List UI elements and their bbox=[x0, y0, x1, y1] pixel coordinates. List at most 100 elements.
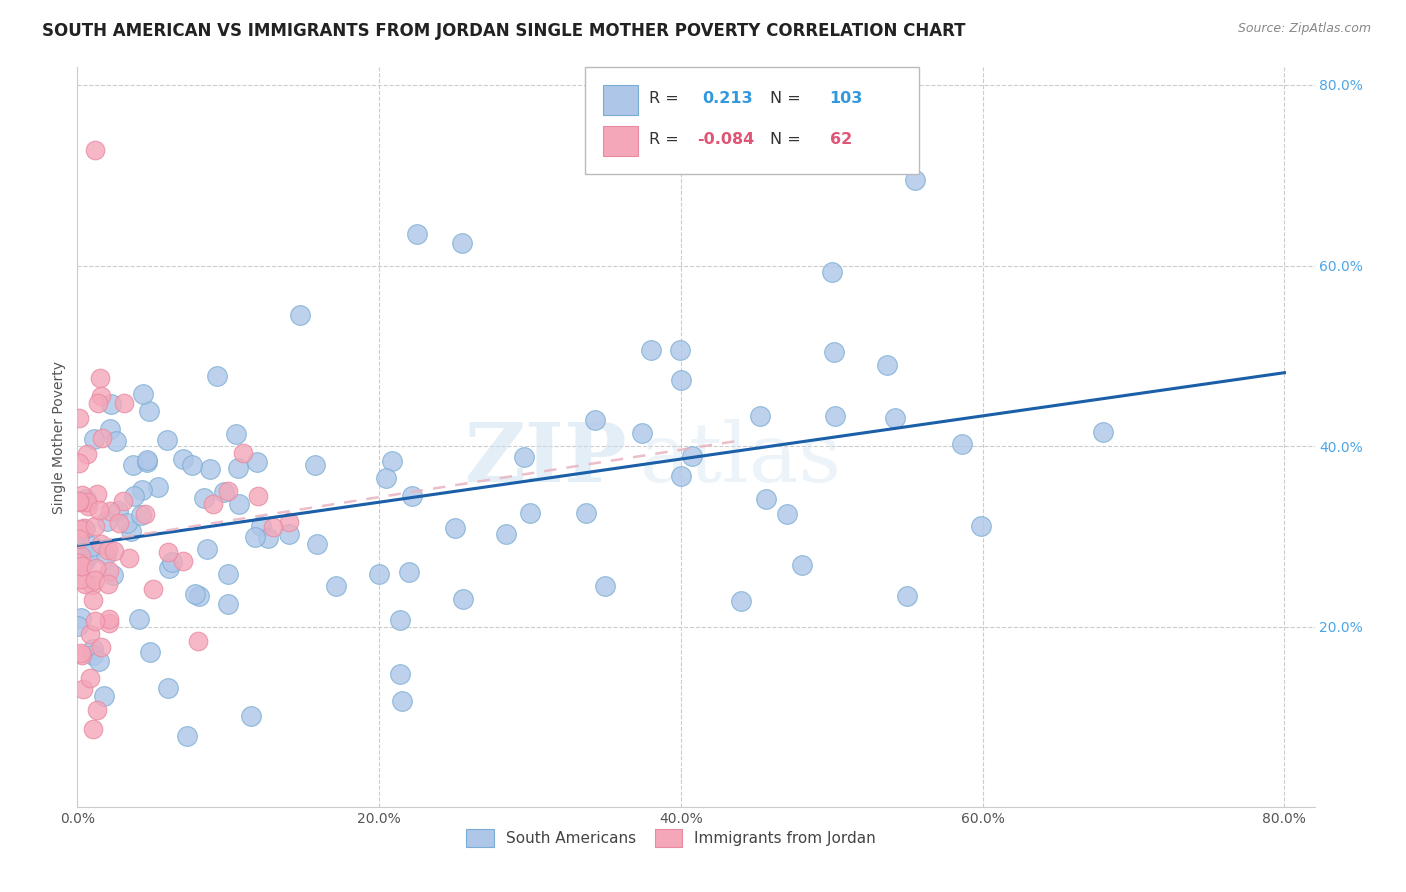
Point bbox=[101, 567, 124, 582]
Point bbox=[90, 389, 112, 403]
Point bbox=[89, 371, 111, 385]
Point bbox=[755, 492, 778, 507]
Point bbox=[86, 487, 108, 501]
Point bbox=[98, 503, 121, 517]
Point bbox=[495, 527, 517, 541]
Point bbox=[84, 574, 107, 588]
Point bbox=[86, 703, 108, 717]
Point bbox=[188, 589, 211, 603]
Point bbox=[212, 485, 235, 500]
Point bbox=[89, 503, 111, 517]
Point bbox=[70, 541, 93, 556]
Point bbox=[83, 433, 105, 447]
Point bbox=[69, 522, 91, 536]
Point bbox=[111, 494, 134, 508]
Point bbox=[278, 527, 301, 541]
Point bbox=[195, 542, 218, 557]
Point bbox=[157, 681, 180, 695]
Point bbox=[75, 576, 97, 591]
Point bbox=[67, 556, 90, 570]
Point bbox=[67, 410, 90, 425]
Point bbox=[97, 612, 120, 626]
Point bbox=[70, 488, 93, 502]
Point bbox=[67, 456, 90, 470]
Point bbox=[132, 386, 155, 401]
Point bbox=[876, 359, 898, 373]
Point bbox=[72, 681, 94, 696]
Point bbox=[217, 597, 239, 611]
Text: Source: ZipAtlas.com: Source: ZipAtlas.com bbox=[1237, 22, 1371, 36]
Point bbox=[79, 627, 101, 641]
Point bbox=[232, 446, 254, 460]
Point bbox=[131, 508, 153, 522]
Point bbox=[139, 645, 162, 659]
Point bbox=[950, 437, 973, 451]
Point bbox=[277, 515, 299, 529]
Point bbox=[247, 489, 270, 503]
Point bbox=[451, 235, 474, 250]
Point bbox=[583, 413, 606, 427]
Point bbox=[162, 556, 184, 570]
Point bbox=[595, 579, 617, 593]
Text: -0.084: -0.084 bbox=[697, 132, 755, 147]
Point bbox=[91, 431, 114, 445]
Point bbox=[519, 506, 541, 520]
Point bbox=[72, 495, 94, 509]
Text: atlas: atlas bbox=[640, 419, 842, 500]
Point bbox=[883, 411, 905, 425]
Point bbox=[240, 708, 263, 723]
Point bbox=[970, 518, 993, 533]
Point bbox=[122, 489, 145, 503]
Point bbox=[290, 308, 312, 322]
Point bbox=[82, 648, 104, 662]
Point bbox=[80, 578, 103, 592]
Point bbox=[226, 461, 249, 475]
Point bbox=[575, 506, 598, 520]
Point bbox=[304, 458, 326, 472]
Point bbox=[669, 469, 692, 483]
Point bbox=[69, 549, 91, 563]
Point bbox=[381, 454, 404, 468]
Point bbox=[79, 671, 101, 685]
Point bbox=[681, 450, 703, 464]
Point bbox=[136, 452, 159, 467]
Point bbox=[391, 693, 413, 707]
Point bbox=[120, 524, 142, 538]
Point bbox=[142, 582, 165, 596]
Point bbox=[112, 396, 135, 410]
Point bbox=[451, 591, 474, 606]
Point bbox=[669, 343, 692, 358]
Point bbox=[82, 642, 104, 657]
Point bbox=[76, 494, 98, 508]
Point bbox=[146, 481, 169, 495]
Point bbox=[243, 530, 266, 544]
Point bbox=[401, 490, 423, 504]
Point bbox=[138, 403, 160, 417]
Point bbox=[263, 520, 285, 534]
Point bbox=[70, 648, 93, 662]
Point bbox=[398, 565, 420, 579]
Point bbox=[84, 143, 107, 157]
Point bbox=[388, 667, 411, 681]
Point bbox=[104, 434, 127, 449]
Point bbox=[96, 514, 118, 528]
Point bbox=[749, 409, 772, 423]
Point bbox=[100, 397, 122, 411]
Point bbox=[374, 471, 396, 485]
Point bbox=[73, 554, 96, 568]
Point bbox=[823, 345, 845, 359]
Point bbox=[187, 634, 209, 648]
Point bbox=[67, 559, 90, 574]
Point bbox=[97, 542, 120, 557]
Text: N =: N = bbox=[770, 91, 801, 106]
Text: ZIP: ZIP bbox=[465, 419, 628, 500]
Point bbox=[118, 551, 141, 566]
Point bbox=[1092, 425, 1115, 440]
Point bbox=[67, 555, 90, 569]
Point bbox=[97, 576, 120, 591]
Point bbox=[66, 619, 89, 633]
Point bbox=[80, 539, 103, 553]
Point bbox=[157, 561, 180, 575]
Point bbox=[103, 543, 125, 558]
Point bbox=[389, 613, 412, 627]
